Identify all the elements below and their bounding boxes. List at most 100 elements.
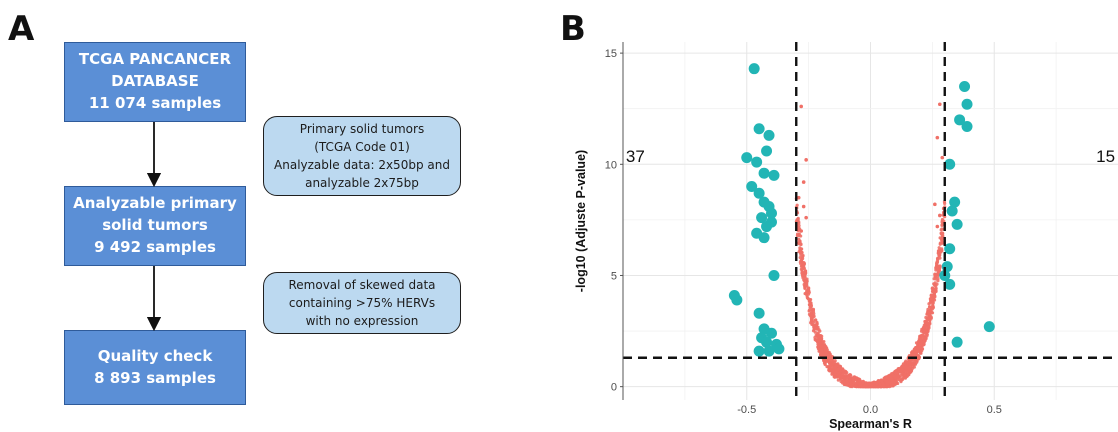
data-point-ns xyxy=(813,335,817,340)
y-tick-label: 5 xyxy=(611,270,617,282)
data-point-significant xyxy=(768,269,780,281)
data-point-significant xyxy=(773,343,785,355)
data-point-ns xyxy=(799,242,803,247)
data-point-ns xyxy=(905,369,909,373)
flow-box-analyzable: Analyzable primary solid tumors 9 492 sa… xyxy=(64,186,246,266)
data-point-significant xyxy=(766,207,777,219)
data-point-ns xyxy=(934,272,939,276)
data-point-ns xyxy=(925,321,930,325)
data-point-ns xyxy=(825,365,829,369)
data-point-ns xyxy=(935,261,939,265)
data-point-ns xyxy=(799,229,803,233)
y-tick-label: 15 xyxy=(605,48,617,60)
data-point-significant xyxy=(949,196,961,208)
data-point-ns xyxy=(932,288,936,292)
data-point-ns xyxy=(844,383,849,387)
data-point-ns xyxy=(848,378,852,382)
data-point-ns xyxy=(928,318,932,323)
data-point-ns xyxy=(928,308,933,312)
data-point-significant xyxy=(983,321,995,333)
data-point-significant xyxy=(761,145,773,157)
data-point-ns xyxy=(934,277,938,281)
data-point-ns xyxy=(942,219,946,223)
x-tick-label: -0.5 xyxy=(737,404,756,416)
data-point-ns xyxy=(911,360,915,364)
data-point-significant xyxy=(959,80,971,92)
data-point-ns xyxy=(927,313,932,317)
data-point-ns xyxy=(816,335,820,339)
flow-box-line: solid tumors xyxy=(102,216,208,235)
data-point-ns xyxy=(854,382,858,386)
data-point-ns xyxy=(813,318,818,322)
data-point-ns xyxy=(835,373,840,377)
data-point-ns xyxy=(907,368,912,372)
flow-box-line: DATABASE xyxy=(111,72,199,91)
data-point-ns xyxy=(935,224,940,229)
data-point-ns xyxy=(804,158,808,162)
data-point-ns xyxy=(922,331,926,335)
data-point-ns xyxy=(913,362,918,366)
data-point-ns xyxy=(799,258,804,262)
data-point-ns xyxy=(850,385,854,389)
note-line: with no expression xyxy=(305,314,419,328)
data-point-ns xyxy=(929,293,933,298)
data-point-ns xyxy=(795,234,800,238)
data-point-ns xyxy=(851,377,855,382)
data-point-ns xyxy=(809,304,813,308)
data-point-ns xyxy=(903,372,907,377)
x-tick-label: 0.5 xyxy=(987,404,1002,416)
data-point-ns xyxy=(815,320,819,325)
data-point-ns xyxy=(823,361,827,366)
x-axis-title: Spearman's R xyxy=(829,417,912,431)
data-point-significant xyxy=(731,294,743,306)
grid-layer xyxy=(623,42,1118,400)
data-point-ns xyxy=(815,340,820,344)
data-point-ns xyxy=(906,359,911,364)
data-point-ns xyxy=(802,266,806,271)
data-point-ns xyxy=(935,264,939,268)
data-point-ns xyxy=(813,327,817,331)
flow-box-line: Analyzable primary xyxy=(73,194,237,213)
data-point-ns xyxy=(819,348,824,352)
note-line: Removal of skewed data xyxy=(288,278,436,292)
data-point-ns xyxy=(882,385,886,389)
data-point-ns xyxy=(940,223,944,227)
data-point-significant xyxy=(951,218,963,230)
data-point-ns xyxy=(899,373,903,377)
data-point-ns xyxy=(922,339,926,343)
data-point-ns xyxy=(817,327,821,332)
flow-box-line: Quality check xyxy=(97,346,213,365)
data-point-ns xyxy=(833,371,837,376)
data-point-ns xyxy=(801,253,805,258)
data-point-ns xyxy=(809,313,813,317)
data-point-ns xyxy=(937,252,941,256)
data-point-ns xyxy=(918,345,922,350)
count-annotation: 37 xyxy=(626,147,645,166)
data-point-ns xyxy=(899,378,903,383)
data-point-ns xyxy=(833,365,837,369)
data-point-ns xyxy=(937,246,941,250)
data-point-significant xyxy=(951,336,963,348)
data-point-ns xyxy=(844,371,848,375)
data-point-significant xyxy=(961,120,973,132)
note-line: analyzable 2x75bp xyxy=(305,176,419,190)
data-point-ns xyxy=(870,382,874,386)
data-point-ns xyxy=(839,380,843,384)
data-point-ns xyxy=(841,380,846,384)
flow-box-quality-check: Quality check 8 893 samples xyxy=(64,330,246,405)
data-point-ns xyxy=(811,308,816,312)
data-point-significant xyxy=(746,181,758,193)
data-point-ns xyxy=(880,381,884,385)
data-point-ns xyxy=(896,374,900,378)
data-point-significant xyxy=(756,212,768,224)
data-point-ns xyxy=(900,368,904,372)
data-point-significant xyxy=(741,152,753,164)
axis-layer: 0 5 10 15 -0.5 0.0 0.5 Spearman's R -log10 (Adju… xyxy=(574,42,1002,431)
data-point-ns xyxy=(903,376,908,380)
data-point-significant xyxy=(763,345,775,357)
data-point-significant xyxy=(766,327,777,339)
panel-b-label: B xyxy=(560,9,586,49)
data-point-ns xyxy=(814,323,818,327)
note-primary-solid-tumors: Primary solid tumors (TCGA Code 01) Anal… xyxy=(263,116,461,196)
data-point-significant xyxy=(758,167,770,179)
